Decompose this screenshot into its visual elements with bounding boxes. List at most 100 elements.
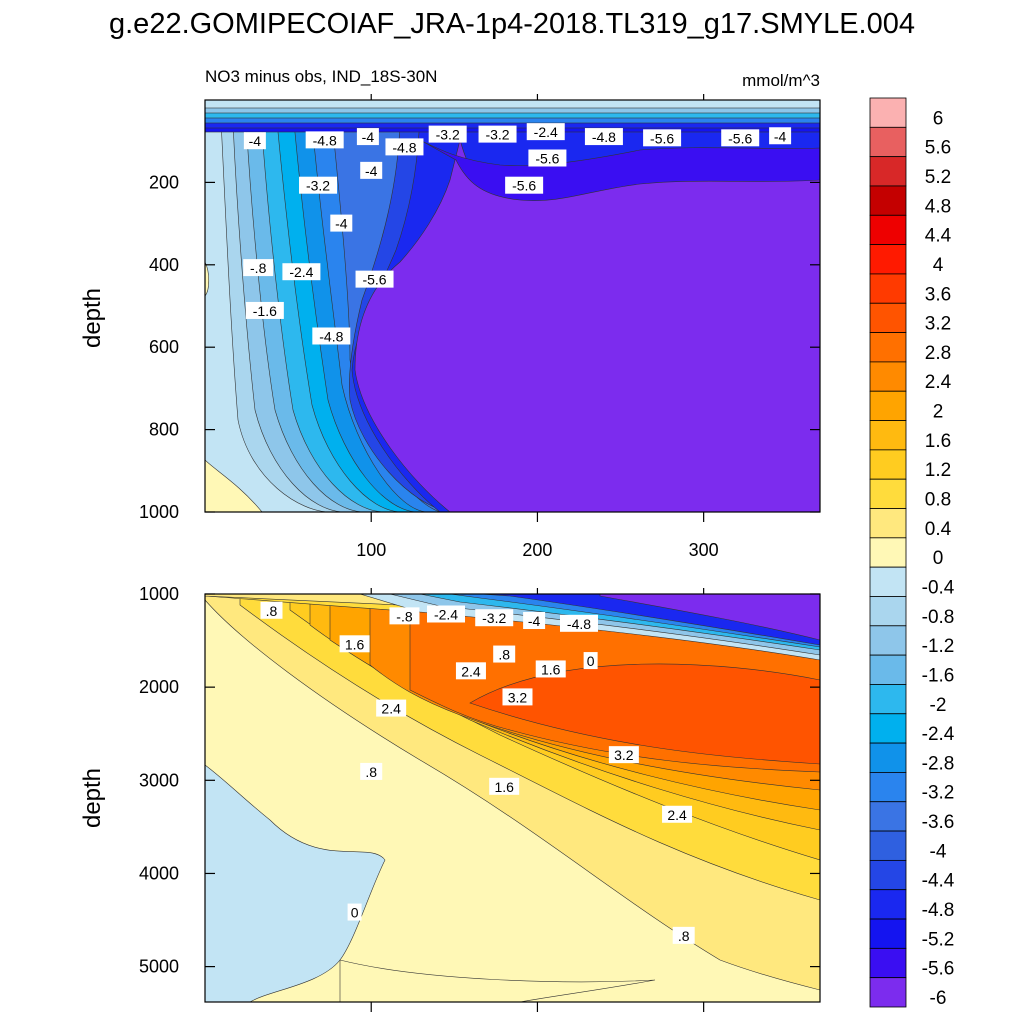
colorbar-swatch <box>869 566 907 597</box>
colorbar <box>869 97 907 1008</box>
colorbar-label: 2.8 <box>925 343 951 364</box>
colorbar-swatch <box>869 625 907 656</box>
bottom-contour-label-text: 0 <box>587 653 595 669</box>
bottom-contour-label: 0 <box>347 903 362 921</box>
colorbar-label: 4.8 <box>925 196 951 217</box>
colorbar-label: 4.4 <box>925 226 952 247</box>
top-contour-label-text: -4.8 <box>392 139 416 155</box>
colorbar-label: 6 <box>933 108 944 129</box>
bottom-contour-label-text: 2.4 <box>461 663 481 679</box>
top-subtitle: NO3 minus obs, IND_18S-30N <box>205 67 437 86</box>
top-ytick-label: 200 <box>149 172 179 192</box>
colorbar-label: 2.4 <box>925 372 952 393</box>
top-contour-label-text: -4 <box>362 129 375 145</box>
bottom-contour-label: 1.6 <box>339 635 370 653</box>
colorbar-label: 4 <box>933 255 944 276</box>
bottom-contour-label-text: -2.4 <box>434 606 458 622</box>
top-contour-label: -4 <box>356 128 379 146</box>
top-contour-label-text: -4 <box>335 216 348 232</box>
bottom-contour-label: 3.2 <box>608 746 639 764</box>
colorbar-label: 5.2 <box>925 167 951 188</box>
bottom-contour-label: 2.4 <box>662 805 693 823</box>
top-contour-label: -5.6 <box>528 149 567 167</box>
bottom-contour-label: -4 <box>523 612 546 630</box>
colorbar-swatch <box>869 772 907 803</box>
top-y-ticks: 200 400 600 800 1000 <box>139 172 820 522</box>
top-ytick-label: 400 <box>149 255 179 275</box>
bottom-ytick-label: 5000 <box>139 957 179 977</box>
top-contour-label-text: -1.6 <box>253 303 277 319</box>
colorbar-label: 1.6 <box>925 431 951 452</box>
colorbar-swatch <box>869 596 907 627</box>
bottom-contour-label-text: 3.2 <box>614 747 634 763</box>
top-contour-label: -4.8 <box>385 138 424 156</box>
bottom-contour-label-text: 2.4 <box>667 807 687 823</box>
colorbar-label: -1.6 <box>922 665 955 686</box>
colorbar-swatch <box>869 244 907 275</box>
colorbar-label: 3.2 <box>925 314 951 335</box>
bottom-contour-label: 3.2 <box>502 688 533 706</box>
colorbar-swatch <box>869 742 907 773</box>
bottom-contour-label-text: 3.2 <box>508 689 528 705</box>
colorbar-label: -4.4 <box>922 871 955 892</box>
top-contour-label: -4.8 <box>584 128 623 146</box>
bottom-contour-label: 2.4 <box>455 662 486 680</box>
top-contour-label: -3.2 <box>478 125 517 143</box>
colorbar-swatch <box>869 273 907 304</box>
colorbar-swatch <box>869 889 907 920</box>
top-contour-label: -4.8 <box>305 131 344 149</box>
colorbar-swatch <box>869 537 907 568</box>
colorbar-label: -3.2 <box>922 783 955 804</box>
colorbar-swatch <box>869 390 907 421</box>
colorbar-label: -2.4 <box>922 724 955 745</box>
colorbar-swatch <box>869 654 907 685</box>
top-contour-label: -4.8 <box>312 327 351 345</box>
top-contour-label-text: -5.6 <box>728 130 752 146</box>
bottom-ytick-label: 2000 <box>139 677 179 697</box>
colorbar-swatch <box>869 508 907 539</box>
top-contour-label-text: -3.2 <box>436 127 460 143</box>
top-contour-label: -3.2 <box>299 176 338 194</box>
colorbar-label: 1.2 <box>925 460 951 481</box>
bottom-y-ticks: 1000 2000 3000 4000 5000 <box>139 584 820 977</box>
colorbar-swatch <box>869 684 907 715</box>
colorbar-swatch <box>869 332 907 363</box>
bottom-contour-label-text: 0 <box>351 905 359 921</box>
bottom-contour-label: -.8 <box>389 607 420 625</box>
bottom-ytick-label: 1000 <box>139 584 179 604</box>
bottom-contour-label-text: 1.6 <box>494 779 514 795</box>
colorbar-swatch <box>869 420 907 451</box>
top-contour-label: -4 <box>360 161 383 179</box>
bottom-contour-label-text: 2.4 <box>381 701 401 717</box>
colorbar-labels: 6 5.6 5.2 4.8 4.4 4 3.6 3.2 2.8 2.4 2 1.6 1.2 0.8 0.4 0… <box>922 108 955 1009</box>
bottom-contour-label: 2.4 <box>376 699 407 717</box>
bottom-y-axis-label: depth <box>79 768 106 828</box>
top-plot-frame <box>204 99 821 513</box>
top-xtick-label: 100 <box>356 540 386 560</box>
bottom-plot-frame <box>204 593 821 1003</box>
top-ytick-label: 600 <box>149 337 179 357</box>
bottom-contour-label: -4.8 <box>559 614 598 632</box>
top-contour-label: -4 <box>769 127 792 145</box>
bottom-ytick-label: 3000 <box>139 770 179 790</box>
colorbar-swatch <box>869 185 907 216</box>
top-contour-label-text: -4.8 <box>313 132 337 148</box>
colorbar-swatch <box>869 830 907 861</box>
colorbar-label: -5.6 <box>922 959 955 980</box>
top-contour-label-text: -4 <box>249 133 262 149</box>
bottom-contour-label-text: -4.8 <box>567 616 591 632</box>
bottom-x-ticks <box>370 588 705 1012</box>
top-contour-label: -5.6 <box>505 176 544 194</box>
top-contour-label: -4 <box>330 214 353 232</box>
colorbar-swatch <box>869 947 907 979</box>
bottom-contour-label-text: -4 <box>528 613 541 629</box>
colorbar-swatch <box>869 302 907 333</box>
top-contour-label: -5.6 <box>721 129 760 147</box>
top-contour-label: -4 <box>243 132 266 150</box>
top-contour-label-text: -4.8 <box>319 328 343 344</box>
colorbar-swatch <box>869 918 907 949</box>
top-contour-label-text: -4 <box>365 163 378 179</box>
colorbar-swatch <box>869 361 907 392</box>
colorbar-swatch <box>869 478 907 509</box>
